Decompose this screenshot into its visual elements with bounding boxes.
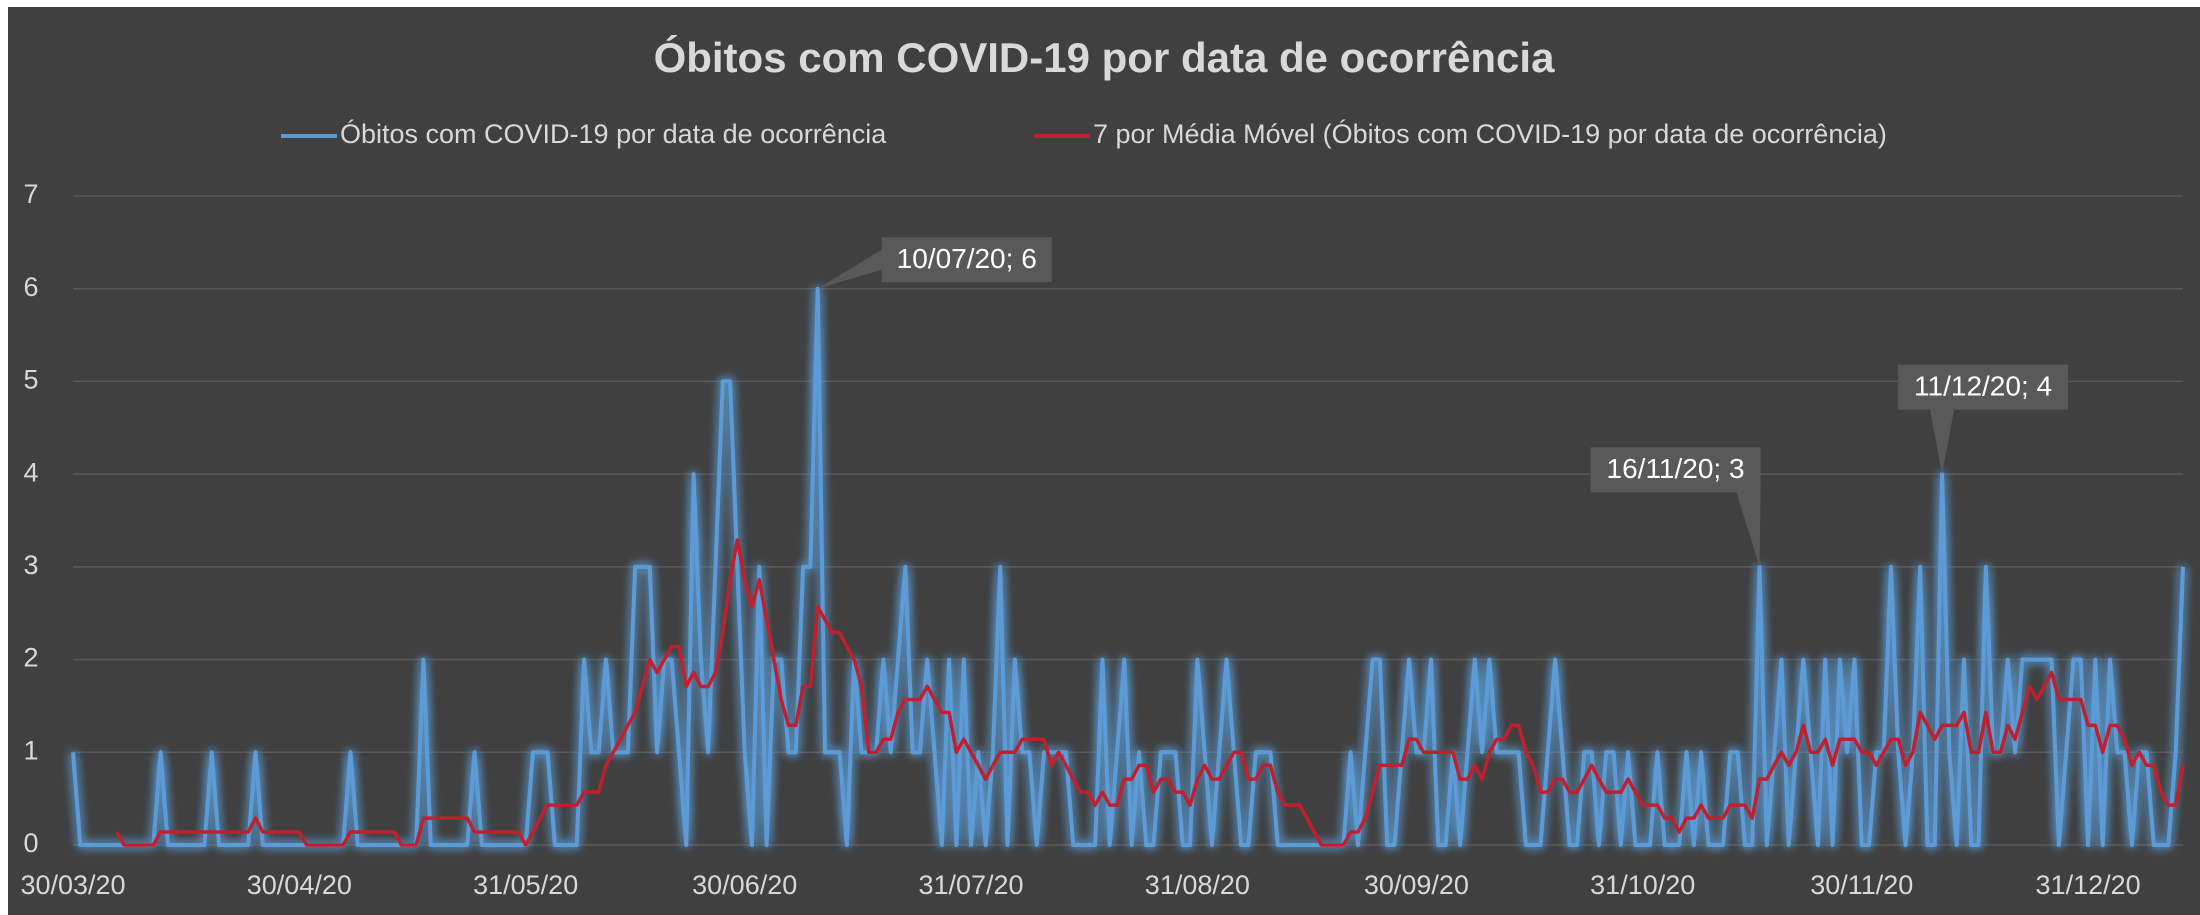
x-tick-label: 31/12/20 [2036, 870, 2141, 900]
y-tick-label: 0 [23, 828, 38, 858]
legend-label: 7 por Média Móvel (Óbitos com COVID-19 p… [1093, 118, 1887, 149]
y-tick-label: 6 [23, 272, 38, 302]
x-tick-label: 30/03/20 [20, 870, 125, 900]
y-tick-label: 3 [23, 550, 38, 580]
callout-label: 11/12/20; 4 [1914, 371, 2052, 402]
callout-box [1898, 364, 2069, 410]
legend-label: Óbitos com COVID-19 por data de ocorrênc… [340, 118, 887, 149]
callout-box [1590, 447, 1761, 493]
callout-box [881, 237, 1052, 283]
y-tick-label: 7 [23, 179, 38, 209]
callout-pointer [817, 249, 882, 289]
x-tick-label: 30/09/20 [1364, 870, 1469, 900]
x-tick-label: 31/07/20 [918, 870, 1023, 900]
callout-label: 16/11/20; 3 [1607, 453, 1745, 484]
data-line [115, 538, 2185, 847]
callout-label: 10/07/20; 6 [897, 243, 1037, 274]
callout-pointer [1736, 492, 1761, 567]
y-tick-label: 2 [23, 643, 38, 673]
x-tick-label: 30/11/20 [1810, 870, 1913, 900]
y-tick-label: 5 [23, 365, 38, 395]
x-tick-label: 31/10/20 [1590, 870, 1695, 900]
data-line [71, 286, 2185, 847]
x-tick-label: 30/04/20 [247, 870, 352, 900]
x-tick-label: 30/06/20 [692, 870, 797, 900]
x-tick-label: 31/05/20 [473, 870, 578, 900]
chart-title: Óbitos com COVID-19 por data de ocorrênc… [654, 33, 1556, 81]
callout-pointer [1930, 409, 1955, 475]
y-tick-label: 4 [23, 457, 38, 487]
y-tick-label: 1 [23, 735, 38, 765]
x-tick-label: 31/08/20 [1145, 870, 1250, 900]
